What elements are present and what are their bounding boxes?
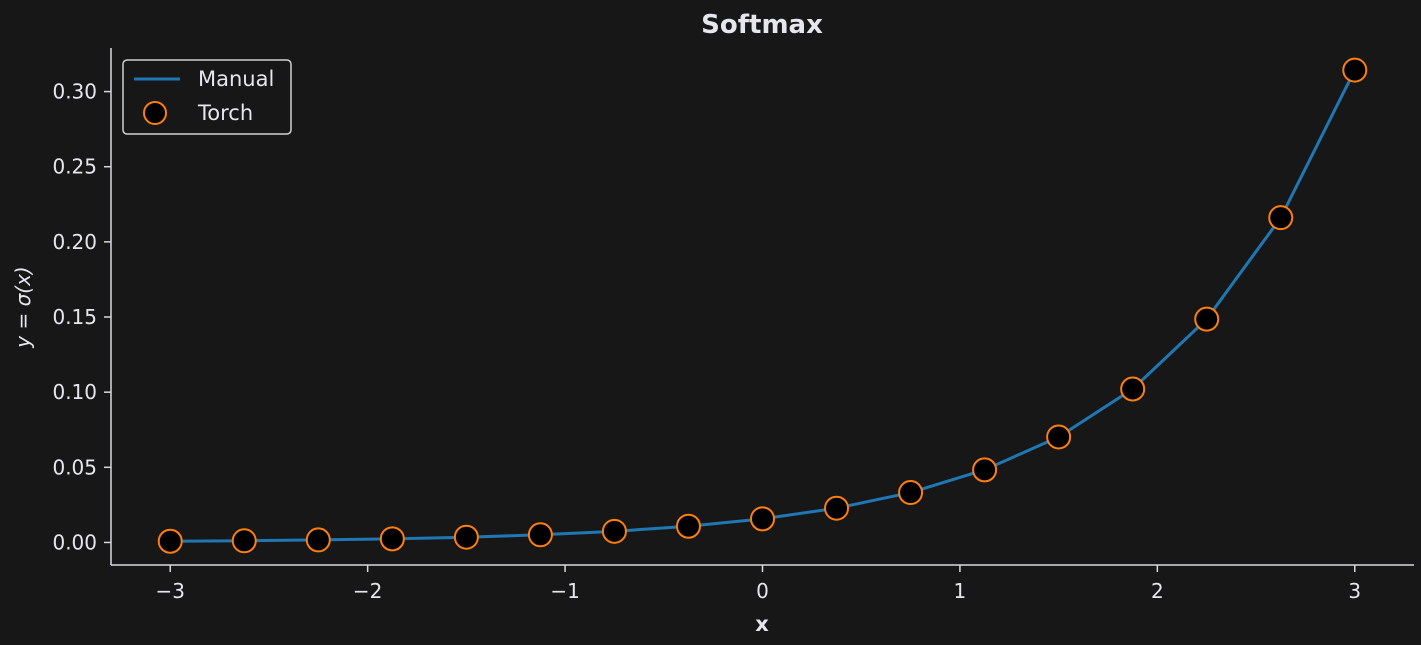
y-tick-label: 0.10 xyxy=(52,380,97,404)
x-tick-label: 1 xyxy=(954,579,967,603)
data-point-torch xyxy=(601,518,627,544)
y-tick-label: 0.15 xyxy=(52,305,97,329)
data-point-torch xyxy=(157,528,183,554)
data-point-torch xyxy=(1120,376,1146,402)
data-point-torch xyxy=(1194,306,1220,332)
chart-title: Softmax xyxy=(701,10,823,40)
data-point-torch xyxy=(750,506,775,532)
x-axis-label: x xyxy=(755,612,769,636)
data-point-torch xyxy=(527,522,553,548)
plot-area xyxy=(157,57,1368,554)
x-tick-label: −1 xyxy=(550,579,579,603)
y-tick-label: 0.20 xyxy=(52,230,97,254)
legend: Manual Torch xyxy=(122,59,292,135)
y-tick-label: 0.05 xyxy=(52,455,97,479)
x-tick-label: 2 xyxy=(1151,579,1164,603)
x-tick-label: 0 xyxy=(756,579,769,603)
data-point-torch xyxy=(231,528,257,554)
data-point-torch xyxy=(379,526,405,552)
legend-label-manual: Manual xyxy=(198,67,274,91)
y-tick-label: 0.00 xyxy=(52,530,97,554)
data-point-torch xyxy=(1342,57,1368,83)
x-tick-label: −2 xyxy=(353,579,382,603)
x-tick-label: 3 xyxy=(1348,579,1361,603)
data-point-torch xyxy=(453,524,479,550)
axes: −3 −2 −1 0 1 2 3 0.00 0.05 0.10 0.15 0.20 0.25 0.30 xyxy=(52,48,1414,603)
data-point-torch xyxy=(898,480,924,506)
x-tick-label: −3 xyxy=(155,579,184,603)
legend-marker-swatch xyxy=(143,101,167,125)
y-tick-label: 0.30 xyxy=(52,80,97,104)
data-point-torch xyxy=(1268,205,1294,231)
data-point-torch xyxy=(305,527,331,553)
y-tick-label: 0.25 xyxy=(52,155,97,179)
data-point-torch xyxy=(824,495,850,521)
data-point-torch xyxy=(675,513,701,539)
data-point-torch xyxy=(972,457,998,483)
data-point-torch xyxy=(1046,424,1072,450)
y-axis-label: y = σ(x) xyxy=(11,266,35,348)
legend-label-torch: Torch xyxy=(197,101,253,125)
